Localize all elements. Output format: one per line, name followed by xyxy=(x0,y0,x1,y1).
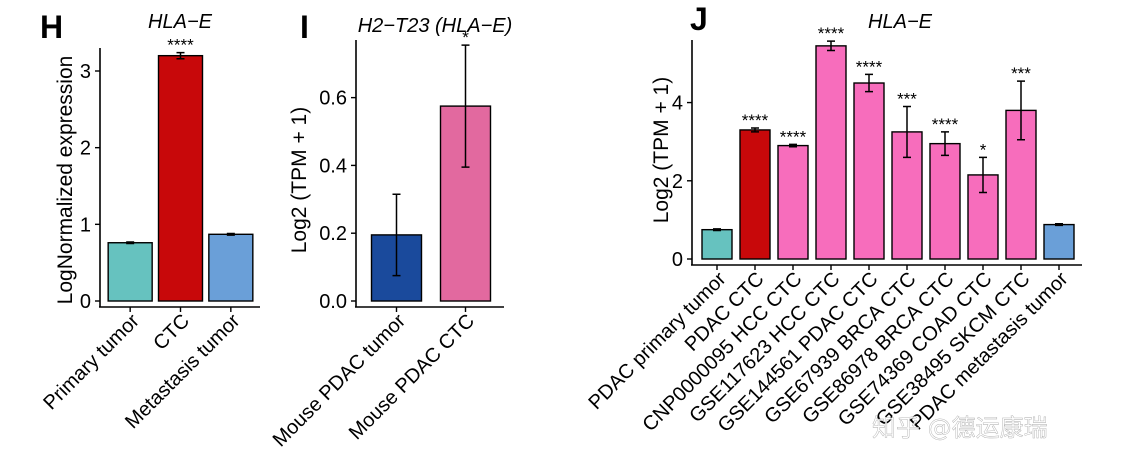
panel-letter-j: J xyxy=(690,1,708,37)
panel-j-bar-cnp0000095-hcc-ctc xyxy=(777,144,809,260)
panel-letter-h: H xyxy=(40,9,63,45)
panel-j-error-bar-cnp0000095-hcc-ctc xyxy=(789,143,797,148)
panel-j-error-bar-pdac-ctc xyxy=(751,127,759,133)
panel-h-y-tick-label: 2 xyxy=(80,138,91,160)
panel-h-bar-metastasis-tumor xyxy=(208,233,254,302)
panel-j-bar-gse117623-hcc-ctc xyxy=(815,45,847,260)
panel-j-significance-gse74369-coad-ctc: * xyxy=(980,140,987,159)
chart-panel-h: HLA−E LogNormalized expression 0 1 2 3 Primary… xyxy=(39,11,260,433)
panel-h-significance-ctc: **** xyxy=(167,36,194,55)
panel-j-error-bar-pdac-metastasis-tumor xyxy=(1055,223,1063,227)
panel-j-significance-gse38495-skcm-ctc: *** xyxy=(1011,64,1031,83)
panel-h-y-tick-label: 0 xyxy=(80,291,91,313)
panel-j-significance-cnp0000095-hcc-ctc: **** xyxy=(780,127,807,146)
panel-i-error-bar-mouse-pdac-tumor xyxy=(392,193,401,277)
panel-j-title: HLA−E xyxy=(868,11,933,33)
panel-letter-i: I xyxy=(300,9,309,45)
panel-i-y-tick-label: 0.2 xyxy=(319,223,347,245)
panel-i-y-tick-label: 0.4 xyxy=(319,155,347,177)
panel-h-error-bar-primary-tumor xyxy=(126,241,135,245)
panel-i-title: H2−T23 (HLA−E) xyxy=(358,15,513,37)
panel-j-significance-gse144561-pdac-ctc: **** xyxy=(856,57,883,76)
panel-j-bar-pdac-primary-tumor xyxy=(701,228,733,260)
panel-j-bar-pdac-metastasis-tumor xyxy=(1043,223,1075,260)
panel-j-significance-gse86978-brca-ctc: **** xyxy=(932,115,959,134)
panel-h-bar-ctc xyxy=(157,54,204,302)
panel-i-y-tick-label: 0.0 xyxy=(319,291,347,313)
panel-j-bar-gse144561-pdac-ctc xyxy=(853,82,885,260)
panel-h-error-bar-metastasis-tumor xyxy=(226,232,235,236)
panel-j-y-tick-label: 4 xyxy=(672,93,683,115)
panel-j-y-axis-label: Log2 (TPM + 1) xyxy=(650,77,673,223)
chart-panel-i: H2−T23 (HLA−E) Log2 (TPM + 1) 0.0 0.2 0.4 0.6… xyxy=(269,15,513,451)
panel-j-error-bar-gse86978-brca-ctc xyxy=(941,131,949,157)
panel-j-bar-gse86978-brca-ctc xyxy=(929,142,961,260)
panel-i-category-label-mouse-pdac-ctc: Mouse PDAC CTC xyxy=(345,310,479,444)
panel-j-significance-gse117623-hcc-ctc: **** xyxy=(818,24,845,43)
panel-i-y-tick-label: 0.6 xyxy=(319,88,347,110)
panel-j-significance-pdac-ctc: **** xyxy=(742,111,769,130)
panel-j-error-bar-gse38495-skcm-ctc xyxy=(1017,80,1025,141)
panel-j-error-bar-gse67939-brca-ctc xyxy=(903,105,911,159)
panel-h-title: HLA−E xyxy=(148,11,213,33)
panel-h-category-label-primary-tumor: Primary tumor xyxy=(39,310,144,415)
panel-j-error-bar-gse144561-pdac-ctc xyxy=(865,73,873,93)
panel-h-y-tick-label: 1 xyxy=(80,214,91,236)
panel-j-error-bar-pdac-primary-tumor xyxy=(713,228,721,232)
panel-i-category-label-mouse-pdac-tumor: Mouse PDAC tumor xyxy=(269,310,411,452)
panel-j-error-bar-gse74369-coad-ctc xyxy=(979,156,987,194)
panel-h-y-tick-label: 3 xyxy=(80,61,91,83)
panel-j-y-tick-label: 2 xyxy=(672,171,683,193)
panel-j-y-tick-label: 0 xyxy=(672,249,683,271)
panel-j-significance-gse67939-brca-ctc: *** xyxy=(897,89,917,108)
panel-h-category-label-ctc: CTC xyxy=(149,310,194,355)
panel-j-error-bar-gse117623-hcc-ctc xyxy=(827,40,835,52)
panel-h-y-axis-label: LogNormalized expression xyxy=(54,56,77,305)
panel-i-y-axis-label: Log2 (TPM + 1) xyxy=(288,107,311,253)
panel-j-bar-pdac-ctc xyxy=(739,129,771,260)
panel-h-bar-primary-tumor xyxy=(107,242,153,302)
panel-i-significance-mouse-pdac-ctc: * xyxy=(462,28,469,47)
watermark: 知乎 @德运康瑞 xyxy=(872,414,1048,442)
panel-h-error-bar-ctc xyxy=(176,51,185,60)
panel-i-error-bar-mouse-pdac-ctc xyxy=(461,44,470,168)
